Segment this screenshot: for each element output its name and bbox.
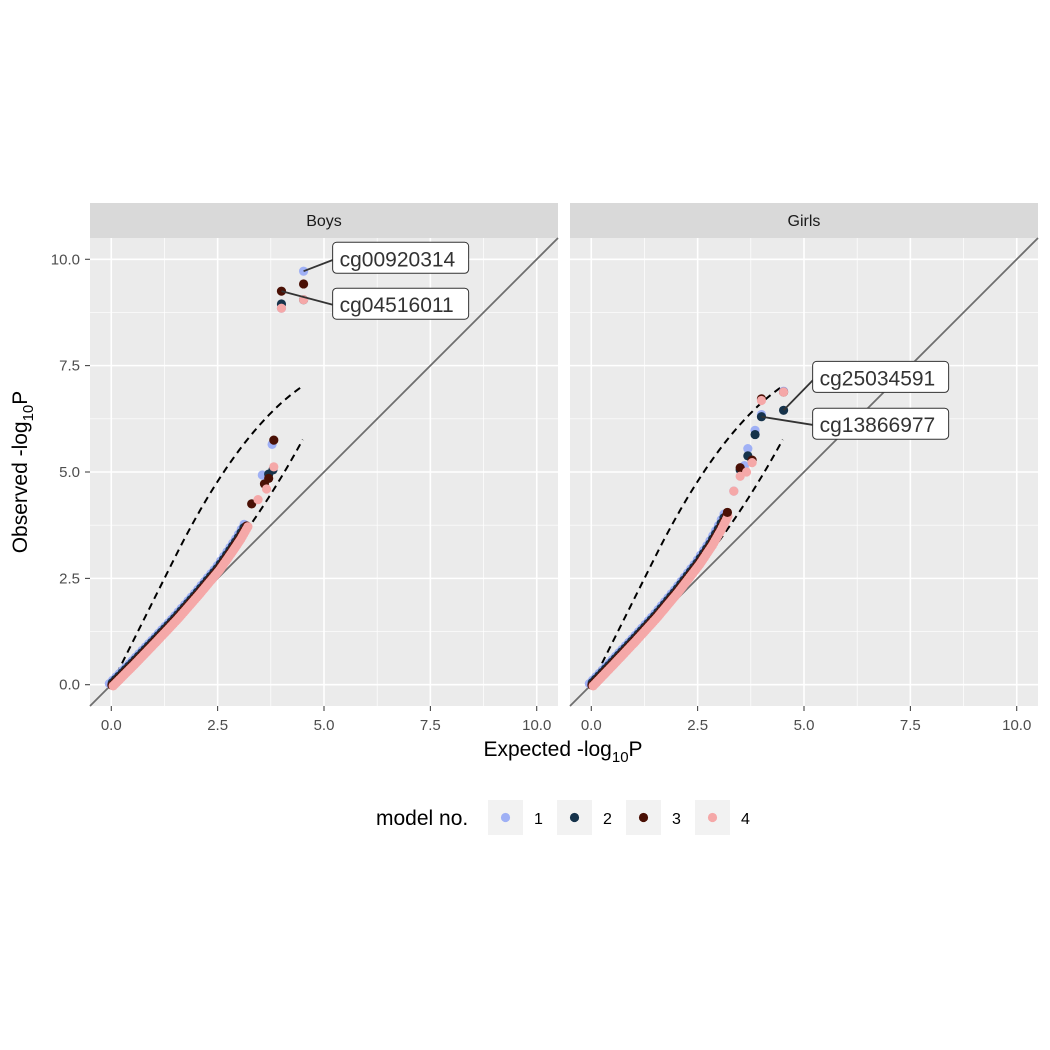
annotation-label: cg04516011 bbox=[281, 287, 470, 320]
annotation-text: cg00920314 bbox=[340, 248, 456, 271]
x-axis-title-sub: 10 bbox=[612, 749, 629, 766]
x-tick-label: 10.0 bbox=[1002, 717, 1031, 734]
legend-key-label: 2 bbox=[603, 811, 612, 828]
panel-boys-strip-label: Boys bbox=[306, 213, 342, 230]
panel-boys: Boys cg00920314 cg04516011 0.0 2.5 5.0 7.5 10… bbox=[89, 203, 559, 734]
annotation-label: cg25034591 bbox=[782, 360, 950, 411]
x-tick-label: 5.0 bbox=[314, 717, 335, 734]
panel-girls-x-ticks: 0.0 2.5 5.0 7.5 10.0 bbox=[581, 706, 1031, 734]
y-tick-label: 0.0 bbox=[59, 677, 80, 694]
y-tick-label: 7.5 bbox=[59, 358, 80, 375]
y-axis-ticks: 0.0 2.5 5.0 7.5 10.0 bbox=[51, 251, 90, 694]
confidence-band-lower bbox=[110, 385, 304, 686]
data-point-model-1 bbox=[743, 444, 753, 454]
data-point-model-4 bbox=[756, 395, 767, 406]
data-point-model-3 bbox=[722, 507, 733, 518]
legend-key-label: 1 bbox=[534, 811, 543, 828]
legend-key-label: 3 bbox=[672, 811, 681, 828]
annotation-label: cg00920314 bbox=[303, 241, 470, 274]
data-point-model-3 bbox=[264, 473, 274, 483]
data-point-model-2 bbox=[750, 429, 760, 440]
legend-title: model no. bbox=[376, 807, 468, 830]
annotation-label: cg13866977 bbox=[761, 407, 950, 440]
data-point-model-3 bbox=[298, 279, 309, 289]
x-axis-title: Expected -log10P bbox=[483, 738, 642, 766]
legend-item-model-2: 2 bbox=[557, 800, 612, 835]
data-point-model-4 bbox=[253, 495, 263, 505]
x-tick-label: 0.0 bbox=[581, 717, 602, 734]
data-point-model-4 bbox=[778, 387, 789, 397]
y-axis-title-end: P bbox=[9, 391, 32, 405]
panel-girls: Girls cg25034591 cg13866977 0.0 2.5 5.0 7.5 1… bbox=[569, 203, 1039, 734]
x-tick-label: 2.5 bbox=[207, 717, 228, 734]
annotation-text: cg13866977 bbox=[820, 414, 936, 437]
legend-key-label: 4 bbox=[741, 811, 750, 828]
annotation-connector bbox=[782, 377, 816, 411]
x-tick-label: 7.5 bbox=[900, 717, 921, 734]
panel-girls-strip-label: Girls bbox=[788, 213, 821, 230]
annotation-box bbox=[332, 287, 470, 320]
data-point-model-4 bbox=[276, 303, 287, 313]
data-point-model-4 bbox=[741, 467, 752, 477]
legend-key-dot bbox=[707, 812, 718, 823]
annotation-text: cg25034591 bbox=[820, 367, 936, 390]
x-tick-label: 5.0 bbox=[794, 717, 815, 734]
x-axis-title-end: P bbox=[629, 738, 643, 761]
legend-key-dot bbox=[638, 812, 649, 823]
annotation-connector bbox=[303, 258, 335, 273]
data-point-model-4 bbox=[747, 458, 757, 468]
y-axis-title: Observed -log10P bbox=[9, 391, 37, 554]
data-point-model-4 bbox=[243, 522, 253, 532]
legend-key-dot bbox=[569, 812, 580, 823]
legend-key-dot bbox=[500, 812, 511, 823]
x-tick-label: 10.0 bbox=[522, 717, 551, 734]
panel-boys-x-ticks: 0.0 2.5 5.0 7.5 10.0 bbox=[101, 706, 551, 734]
legend-item-model-1: 1 bbox=[488, 800, 543, 835]
annotation-text: cg04516011 bbox=[340, 294, 454, 317]
y-axis-title-main: Observed -log bbox=[9, 421, 32, 553]
panel-girls-strip bbox=[570, 203, 1038, 238]
legend-keys: 1 2 3 4 bbox=[488, 800, 750, 835]
annotation-connector bbox=[761, 415, 815, 427]
panel-boys-strip bbox=[90, 203, 558, 238]
annotation-box bbox=[332, 241, 470, 274]
data-point-model-4 bbox=[729, 486, 739, 496]
legend: model no. 1 2 3 4 bbox=[376, 800, 750, 835]
x-tick-label: 7.5 bbox=[420, 717, 441, 734]
legend-item-model-4: 4 bbox=[695, 800, 750, 835]
data-point-model-3 bbox=[269, 435, 279, 445]
y-tick-label: 2.5 bbox=[59, 570, 80, 587]
data-point-model-4 bbox=[269, 462, 279, 472]
x-axis-title-main: Expected -log bbox=[483, 738, 611, 761]
x-tick-label: 2.5 bbox=[687, 717, 708, 734]
data-point-model-4 bbox=[261, 484, 272, 494]
y-tick-label: 10.0 bbox=[51, 251, 80, 268]
annotation-connector bbox=[281, 290, 335, 307]
x-tick-label: 0.0 bbox=[101, 717, 122, 734]
y-axis-title-sub: 10 bbox=[20, 405, 37, 422]
annotation-box bbox=[812, 360, 950, 393]
panel-girls-marks: cg25034591 cg13866977 bbox=[569, 237, 1039, 707]
confidence-band-lower bbox=[590, 385, 784, 686]
annotation-box bbox=[812, 407, 950, 440]
panel-boys-marks: cg00920314 cg04516011 bbox=[89, 237, 559, 707]
legend-item-model-3: 3 bbox=[626, 800, 681, 835]
y-tick-label: 5.0 bbox=[59, 464, 80, 481]
